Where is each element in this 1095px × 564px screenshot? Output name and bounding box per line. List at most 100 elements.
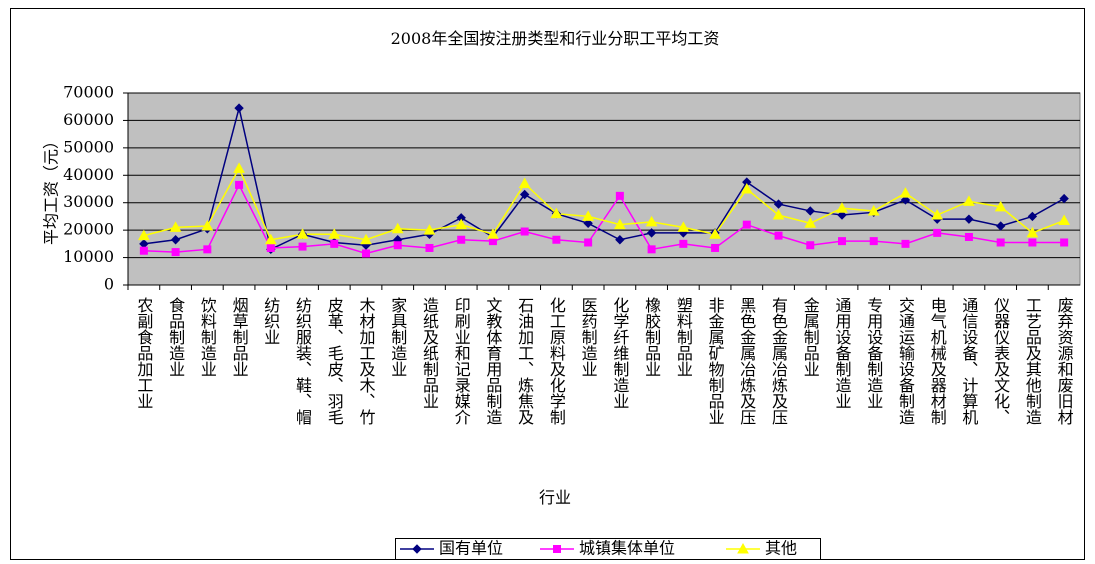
data-point bbox=[869, 237, 878, 246]
y-tick-label: 0 bbox=[104, 275, 114, 294]
data-point bbox=[550, 207, 563, 219]
y-tick-label: 70000 bbox=[63, 83, 114, 102]
data-point bbox=[931, 209, 944, 220]
y-tick-label: 20000 bbox=[63, 220, 114, 239]
data-point bbox=[296, 228, 309, 239]
data-point bbox=[582, 210, 594, 221]
data-point bbox=[806, 241, 815, 250]
data-point bbox=[805, 206, 815, 216]
data-point bbox=[518, 177, 531, 189]
data-point bbox=[391, 222, 404, 234]
legend-label: 城镇集体单位 bbox=[579, 539, 675, 558]
data-point bbox=[170, 235, 181, 245]
data-point bbox=[1058, 214, 1070, 226]
x-tick-label: 木材加工及木、竹 bbox=[357, 297, 376, 426]
data-point bbox=[899, 187, 912, 198]
x-tick-label: 金属制品业 bbox=[801, 297, 820, 377]
data-point bbox=[330, 239, 339, 248]
data-point bbox=[487, 228, 499, 239]
data-point bbox=[584, 238, 593, 247]
data-point bbox=[1060, 238, 1069, 247]
x-tick-label: 橡胶制品业 bbox=[642, 297, 661, 377]
x-tick-label: 化学纤维制造业 bbox=[610, 297, 629, 409]
data-point bbox=[740, 182, 753, 194]
x-tick-label: 塑料制品业 bbox=[674, 297, 693, 377]
data-point bbox=[171, 248, 180, 257]
y-tick-label: 50000 bbox=[63, 137, 114, 156]
data-point bbox=[963, 195, 975, 206]
data-point bbox=[901, 239, 910, 248]
data-point bbox=[360, 233, 372, 245]
data-point bbox=[646, 228, 657, 238]
data-point bbox=[1028, 238, 1037, 247]
data-point bbox=[964, 233, 973, 241]
x-tick-label: 皮革、毛皮、羽毛 bbox=[325, 297, 344, 425]
data-point bbox=[615, 235, 625, 245]
data-point bbox=[772, 209, 785, 220]
data-point bbox=[679, 239, 688, 248]
x-tick-label: 印刷业和记录媒介 bbox=[452, 297, 471, 425]
x-tick-label: 仪器仪表及文化、 bbox=[991, 297, 1010, 425]
x-axis-label: 行业 bbox=[539, 488, 571, 507]
data-point bbox=[266, 243, 275, 252]
y-tick-label: 40000 bbox=[63, 165, 114, 184]
data-point bbox=[328, 228, 341, 239]
x-tick-label: 医药制造业 bbox=[579, 297, 598, 377]
x-tick-label: 食品制造业 bbox=[166, 297, 185, 377]
data-point bbox=[804, 217, 817, 228]
data-point bbox=[203, 245, 212, 254]
data-point bbox=[139, 246, 148, 255]
x-tick-label: 文教体育用品制造 bbox=[483, 297, 502, 425]
data-point bbox=[995, 221, 1006, 231]
data-point bbox=[235, 180, 244, 189]
x-tick-label: 黑色金属冶炼及压 bbox=[737, 297, 756, 425]
data-point bbox=[1059, 193, 1069, 204]
plot-area bbox=[127, 92, 1081, 286]
legend-label: 其他 bbox=[765, 539, 797, 558]
data-point bbox=[362, 249, 370, 258]
data-point bbox=[1027, 211, 1038, 222]
legend-marker bbox=[553, 545, 561, 553]
x-tick-label: 造纸及纸制品业 bbox=[420, 297, 439, 409]
data-point bbox=[615, 191, 624, 200]
data-point bbox=[393, 241, 402, 250]
data-point bbox=[867, 204, 880, 216]
data-point bbox=[994, 200, 1007, 212]
y-tick-label: 60000 bbox=[63, 110, 114, 129]
data-point bbox=[614, 218, 626, 230]
x-tick-label: 工艺品及其他制造 bbox=[1023, 297, 1042, 425]
x-tick-label: 烟草制品业 bbox=[230, 297, 249, 377]
data-point bbox=[520, 227, 529, 236]
x-tick-label: 电气机械及器材制 bbox=[928, 297, 947, 425]
x-tick-label: 农副食品加工业 bbox=[134, 297, 153, 409]
data-point bbox=[423, 224, 436, 235]
data-point bbox=[455, 218, 468, 230]
data-point bbox=[964, 214, 974, 224]
data-point bbox=[838, 237, 846, 246]
series-line bbox=[143, 183, 1065, 255]
data-point bbox=[742, 220, 751, 229]
x-tick-label: 石油加工、炼焦及 bbox=[515, 297, 534, 425]
data-point bbox=[709, 228, 721, 239]
data-point bbox=[233, 162, 245, 173]
legend-marker bbox=[412, 544, 422, 554]
x-tick-label: 纺织业 bbox=[261, 297, 280, 345]
data-point bbox=[552, 235, 561, 244]
x-tick-label: 通信设备、计算机 bbox=[959, 297, 978, 426]
data-point bbox=[773, 199, 784, 209]
legend-label: 国有单位 bbox=[439, 539, 503, 558]
data-point bbox=[234, 103, 244, 113]
data-point bbox=[583, 218, 593, 228]
y-tick-label: 30000 bbox=[63, 192, 114, 211]
chart-title: 2008年全国按注册类型和行业分职工平均工资 bbox=[391, 29, 720, 48]
data-point bbox=[774, 231, 783, 240]
x-tick-label: 家具制造业 bbox=[388, 297, 407, 377]
x-tick-label: 交通运输设备制造 bbox=[896, 297, 915, 425]
x-tick-label: 专用设备制造业 bbox=[864, 297, 883, 409]
data-point bbox=[1026, 226, 1039, 238]
data-point bbox=[457, 235, 466, 244]
data-point bbox=[519, 189, 530, 200]
x-tick-label: 废弃资源和废旧材 bbox=[1055, 297, 1074, 425]
x-tick-label: 化工原料及化学制 bbox=[547, 297, 566, 425]
data-point bbox=[837, 210, 847, 220]
